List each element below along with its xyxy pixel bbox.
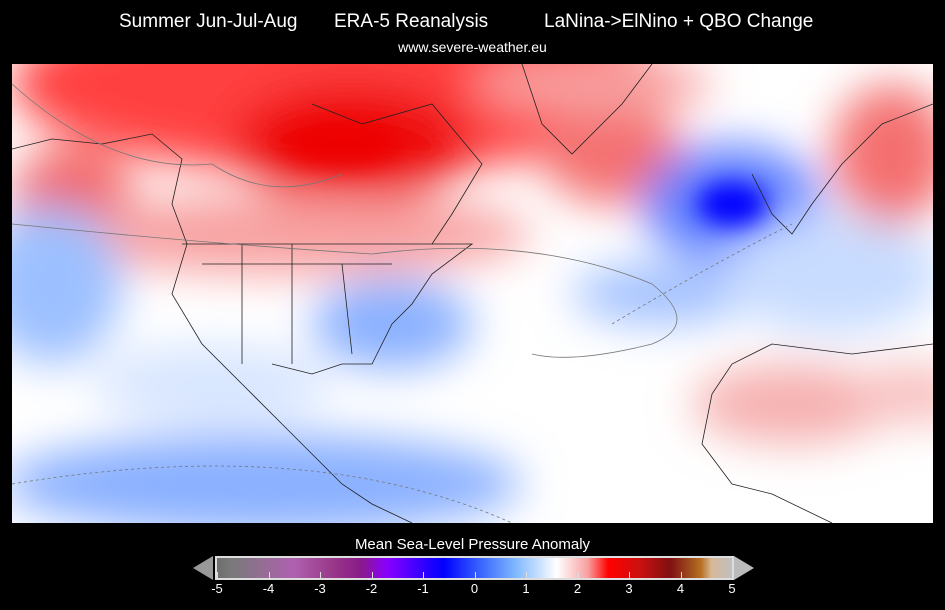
website-label: www.severe-weather.eu xyxy=(398,39,547,55)
colorbar-title: Mean Sea-Level Pressure Anomaly xyxy=(354,536,591,553)
colorbar-tick-label: 1 xyxy=(522,581,530,596)
colorbar-min-arrow xyxy=(193,556,213,580)
colorbar-tick-mark xyxy=(371,572,373,578)
colorbar-tick-label: 4 xyxy=(676,581,685,596)
colorbar-tick-mark xyxy=(526,572,527,578)
title-scenario: LaNina->ElNino + QBO Change xyxy=(544,11,814,32)
colorbar-tick-label: -1 xyxy=(417,581,429,596)
colorbar-tick-label: -2 xyxy=(365,581,378,596)
title-dataset: ERA-5 Reanalysis xyxy=(334,11,489,32)
anomaly-field xyxy=(12,64,933,523)
colorbar-tick-mark xyxy=(423,572,424,578)
colorbar-tick-mark xyxy=(268,572,270,578)
colorbar xyxy=(215,556,734,580)
contours xyxy=(12,83,793,523)
colorbar-max-arrow xyxy=(734,556,754,580)
colorbar-tick-label: 5 xyxy=(728,581,736,596)
colorbar-tick-mark xyxy=(320,572,321,578)
colorbar-tick-label: -5 xyxy=(211,581,223,596)
map-canvas xyxy=(12,64,933,523)
colorbar-tick-mark xyxy=(577,572,579,578)
colorbar-tick-mark xyxy=(629,572,630,578)
colorbar-tick-mark xyxy=(217,572,218,578)
colorbar-tick-label: 2 xyxy=(573,581,582,596)
coastlines xyxy=(12,64,933,523)
title-season: Summer Jun-Jul-Aug xyxy=(119,11,298,32)
colorbar-tick-label: 3 xyxy=(625,581,633,596)
pressure-anomaly-map xyxy=(12,64,933,523)
colorbar-tick-label: 0 xyxy=(470,581,479,596)
colorbar-tick-label: -3 xyxy=(314,581,326,596)
colorbar-tick-mark xyxy=(474,572,476,578)
colorbar-tick-mark xyxy=(732,572,733,578)
colorbar-tick-label: -4 xyxy=(262,581,275,596)
colorbar-tick-mark xyxy=(680,572,682,578)
